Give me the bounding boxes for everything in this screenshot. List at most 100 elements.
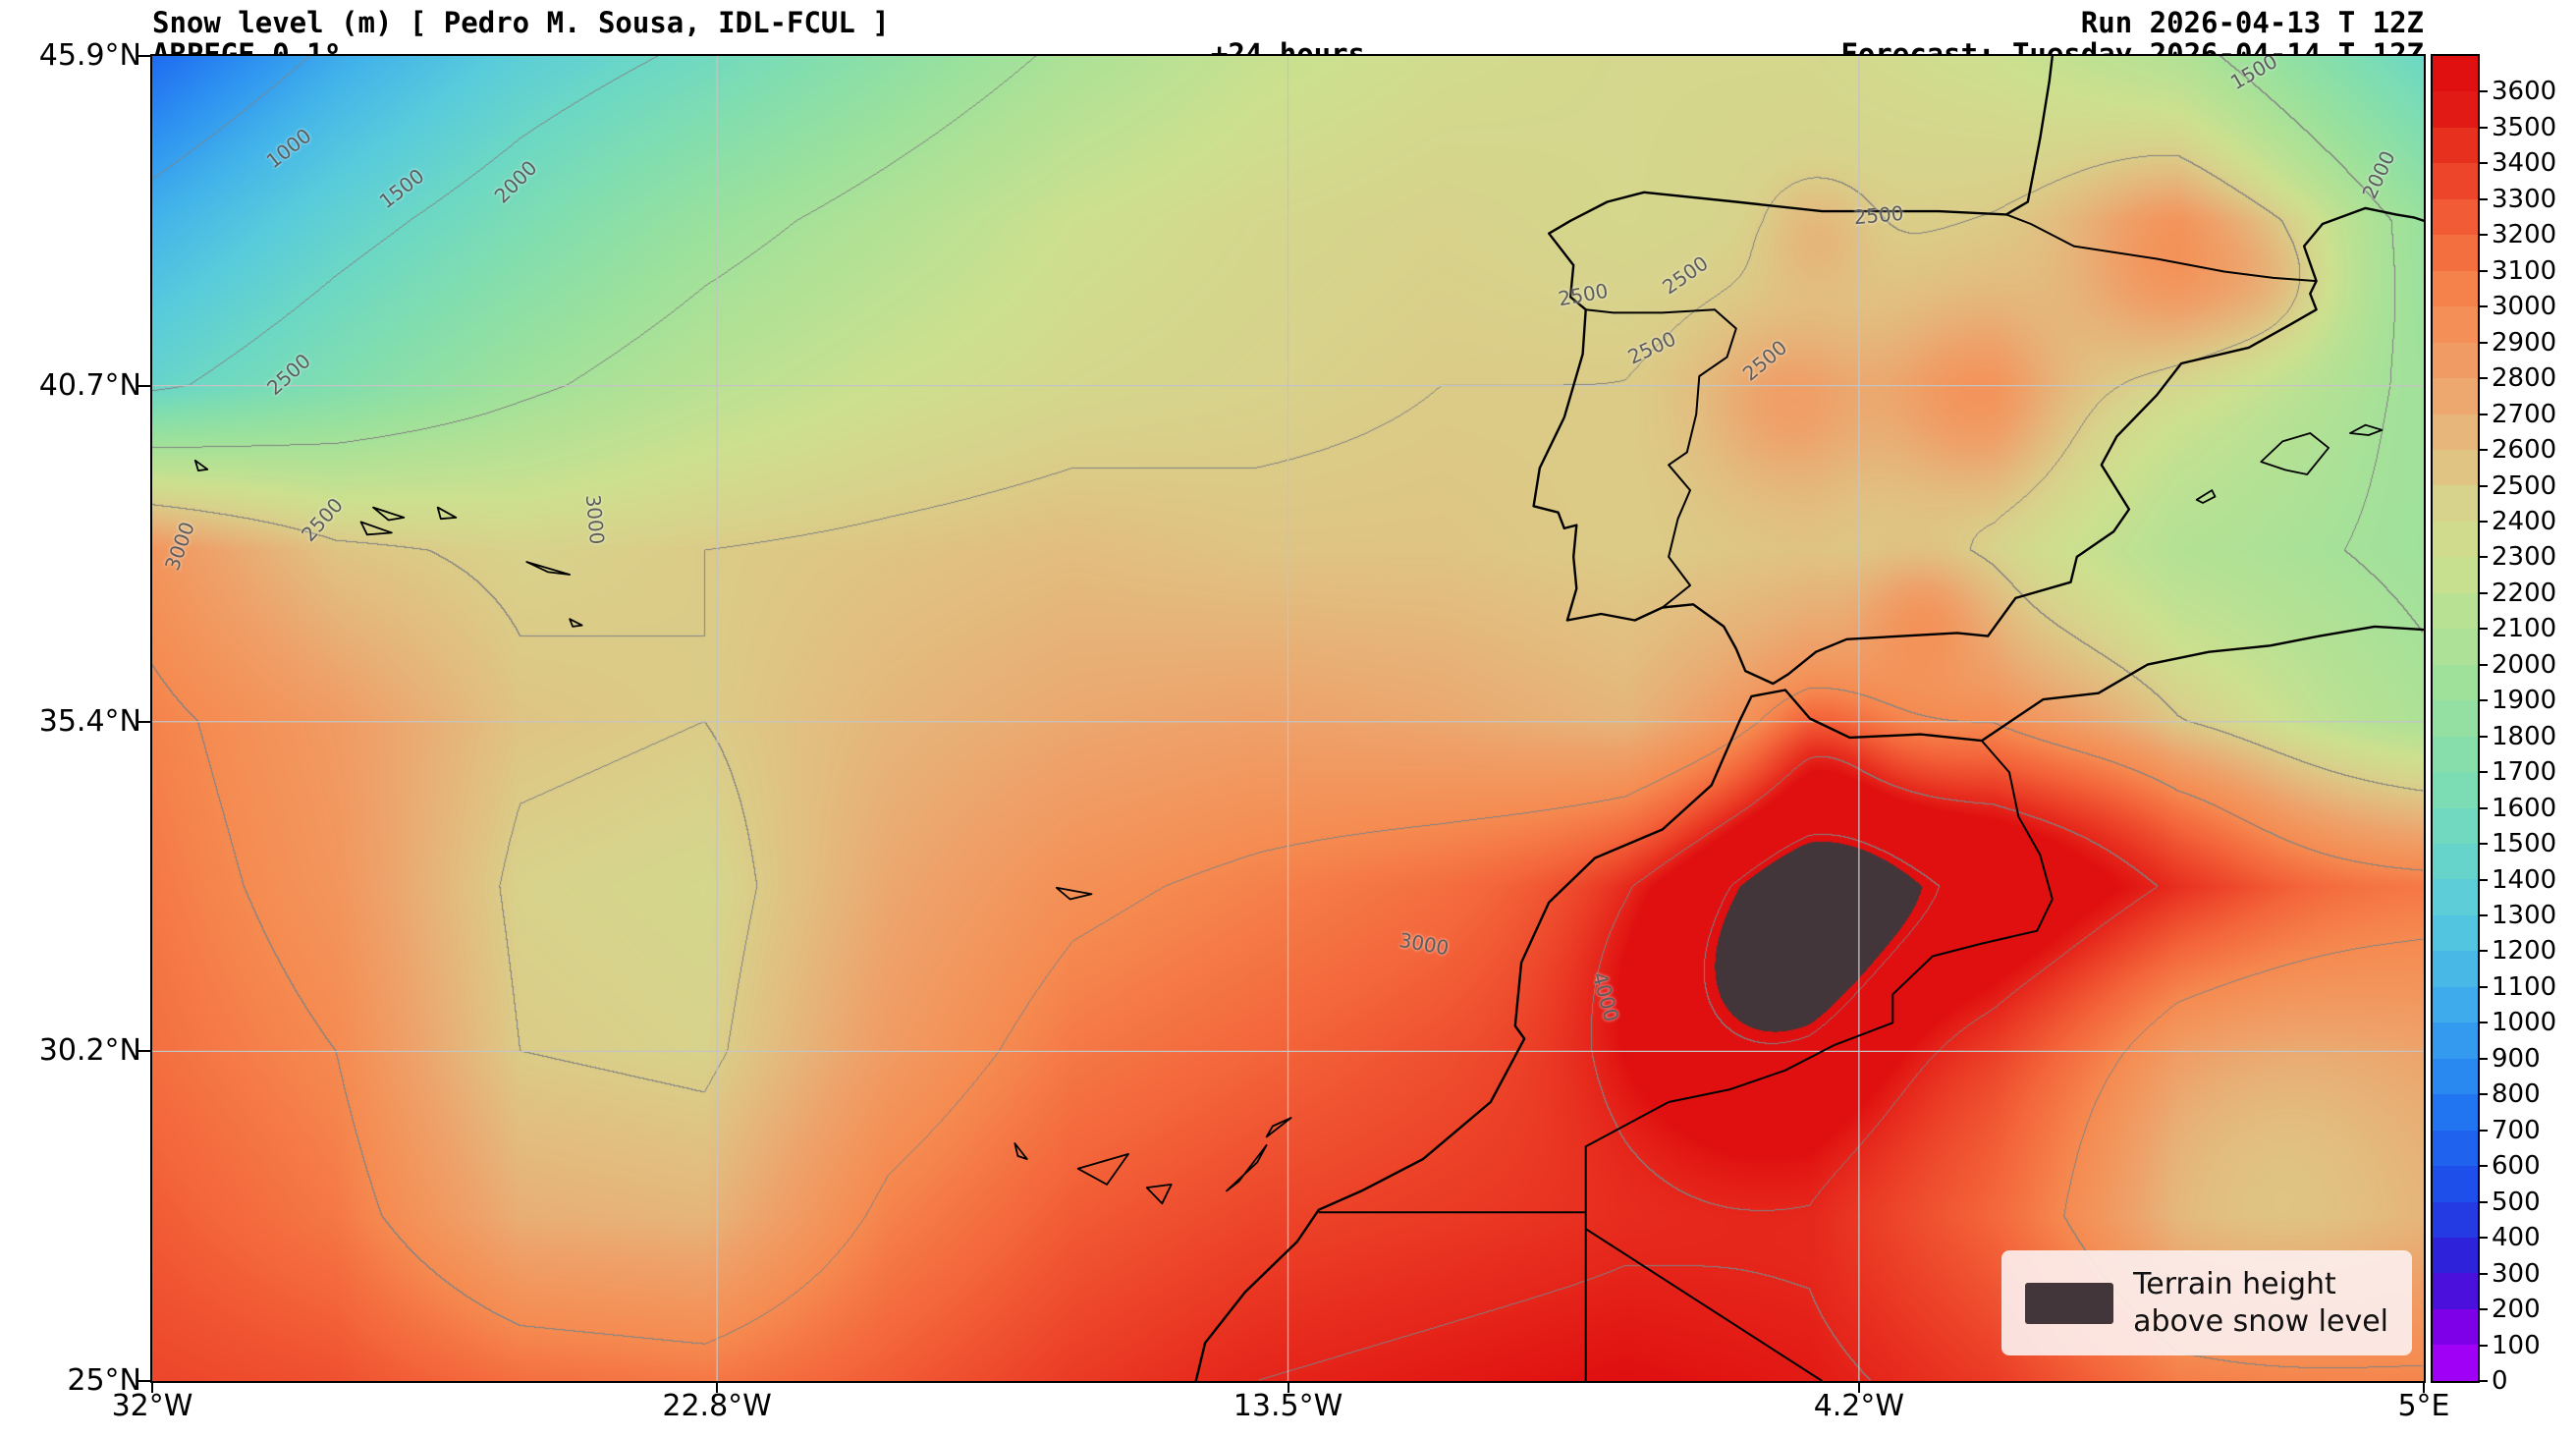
colorbar-segment bbox=[2433, 879, 2478, 915]
colorbar-tick-label: 100 bbox=[2492, 1330, 2541, 1360]
colorbar-tick bbox=[2480, 985, 2488, 988]
colorbar-segment bbox=[2433, 521, 2478, 558]
colorbar-segment bbox=[2433, 1308, 2478, 1346]
colorbar-tick bbox=[2480, 771, 2488, 774]
x-axis-tick-label: 5°E bbox=[2397, 1389, 2450, 1423]
colorbar-segment bbox=[2433, 557, 2478, 593]
colorbar-tick-label: 3300 bbox=[2492, 184, 2557, 214]
x-axis-tick-label: 13.5°W bbox=[1233, 1389, 1343, 1423]
colorbar-tick bbox=[2480, 234, 2488, 237]
legend: Terrain height above snow level bbox=[2001, 1250, 2412, 1355]
contour-label: 3000 bbox=[580, 493, 610, 546]
colorbar-segment bbox=[2433, 342, 2478, 379]
island-outline bbox=[2195, 489, 2217, 504]
colorbar-tick bbox=[2480, 735, 2488, 738]
country-border bbox=[1318, 740, 2054, 1214]
y-axis-tick bbox=[138, 720, 150, 723]
country-border bbox=[2005, 213, 2317, 283]
country-border bbox=[1585, 1228, 1823, 1381]
colorbar-tick-label: 0 bbox=[2492, 1366, 2508, 1396]
colorbar-segment bbox=[2433, 629, 2478, 665]
colorbar-segment bbox=[2433, 736, 2478, 773]
colorbar-tick-label: 1800 bbox=[2492, 721, 2557, 751]
legend-line1: Terrain height bbox=[2133, 1267, 2336, 1301]
colorbar-tick bbox=[2480, 843, 2488, 846]
y-axis-tick bbox=[138, 55, 150, 57]
colorbar-segment bbox=[2433, 986, 2478, 1023]
colorbar-tick bbox=[2480, 197, 2488, 200]
island-outline bbox=[1055, 886, 1093, 901]
colorbar-tick bbox=[2480, 950, 2488, 953]
colorbar-tick bbox=[2480, 162, 2488, 165]
island-outline bbox=[372, 506, 406, 522]
colorbar-segment bbox=[2433, 1094, 2478, 1131]
colorbar-tick-label: 3600 bbox=[2492, 77, 2557, 107]
colorbar-segment bbox=[2433, 914, 2478, 952]
island-outline bbox=[193, 459, 209, 472]
x-axis-tick bbox=[151, 1383, 153, 1393]
colorbar-tick bbox=[2480, 1093, 2488, 1096]
y-axis-tick-label: 45.9°N bbox=[38, 38, 141, 73]
colorbar-tick bbox=[2480, 305, 2488, 308]
run-label: Run 2026-04-13 T 12Z bbox=[2080, 6, 2424, 39]
colorbar-tick-label: 2900 bbox=[2492, 327, 2557, 358]
colorbar-tick bbox=[2480, 449, 2488, 452]
legend-swatch bbox=[2025, 1282, 2114, 1324]
colorbar-tick-label: 3100 bbox=[2492, 255, 2557, 286]
colorbar-segment bbox=[2433, 1058, 2478, 1095]
colorbar-tick bbox=[2480, 1237, 2488, 1240]
colorbar-tick-label: 1000 bbox=[2492, 1008, 2557, 1038]
y-axis-tick-label: 40.7°N bbox=[38, 367, 141, 403]
x-axis-tick-label: 4.2°W bbox=[1813, 1389, 1905, 1423]
map-overlay-svg bbox=[152, 56, 2424, 1381]
colorbar-tick-label: 2300 bbox=[2492, 542, 2557, 573]
colorbar-tick-label: 1600 bbox=[2492, 793, 2557, 823]
colorbar-tick-label: 2700 bbox=[2492, 399, 2557, 429]
colorbar-segment bbox=[2433, 485, 2478, 522]
colorbar bbox=[2431, 54, 2480, 1383]
colorbar-tick-label: 2800 bbox=[2492, 363, 2557, 394]
colorbar-tick bbox=[2480, 1129, 2488, 1132]
colorbar-tick-label: 900 bbox=[2492, 1043, 2541, 1074]
colorbar-tick-label: 3400 bbox=[2492, 148, 2557, 179]
legend-line2: above snow level bbox=[2133, 1303, 2388, 1339]
colorbar-tick-label: 1700 bbox=[2492, 757, 2557, 788]
colorbar-segment bbox=[2433, 414, 2478, 450]
island-outline bbox=[2349, 423, 2384, 436]
colorbar-tick bbox=[2480, 520, 2488, 523]
coastline bbox=[1194, 625, 2424, 1381]
x-axis-tick bbox=[716, 1383, 719, 1393]
colorbar-segment bbox=[2433, 127, 2478, 164]
colorbar-tick-label: 400 bbox=[2492, 1223, 2541, 1253]
y-axis-tick bbox=[138, 1050, 150, 1053]
x-axis-tick bbox=[2423, 1383, 2425, 1393]
colorbar-tick-label: 2500 bbox=[2492, 470, 2557, 501]
y-axis-tick-label: 25°N bbox=[67, 1363, 141, 1398]
colorbar-tick-label: 2000 bbox=[2492, 649, 2557, 680]
colorbar-segment bbox=[2433, 1201, 2478, 1238]
island-outline bbox=[1145, 1184, 1173, 1205]
colorbar-tick-label: 1400 bbox=[2492, 864, 2557, 895]
y-axis-tick bbox=[138, 1380, 150, 1382]
colorbar-segment bbox=[2433, 56, 2478, 92]
y-axis-tick-label: 35.4°N bbox=[38, 703, 141, 739]
island-outline bbox=[1265, 1117, 1292, 1138]
colorbar-tick-label: 3200 bbox=[2492, 220, 2557, 250]
coastline bbox=[1532, 56, 2424, 686]
colorbar-tick-label: 500 bbox=[2492, 1187, 2541, 1217]
colorbar-tick-label: 300 bbox=[2492, 1258, 2541, 1289]
colorbar-segment bbox=[2433, 163, 2478, 199]
colorbar-segment bbox=[2433, 1237, 2478, 1274]
colorbar-tick-label: 800 bbox=[2492, 1079, 2541, 1110]
colorbar-segment bbox=[2433, 91, 2478, 128]
y-axis-tick bbox=[138, 384, 150, 387]
colorbar-tick-label: 3500 bbox=[2492, 112, 2557, 142]
island-outline bbox=[1076, 1153, 1129, 1186]
colorbar-segment bbox=[2433, 270, 2478, 307]
colorbar-tick bbox=[2480, 1057, 2488, 1060]
colorbar-tick-label: 200 bbox=[2492, 1295, 2541, 1325]
contour-label: 2500 bbox=[1852, 200, 1905, 230]
colorbar-tick bbox=[2480, 1344, 2488, 1347]
colorbar-tick bbox=[2480, 591, 2488, 594]
colorbar-segment bbox=[2433, 700, 2478, 737]
